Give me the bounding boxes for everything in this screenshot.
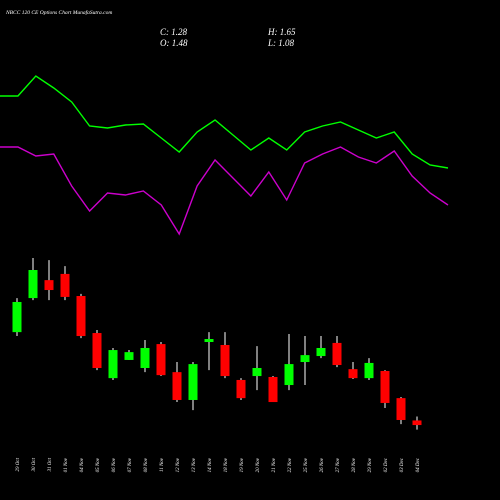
indicator-line — [0, 75, 449, 169]
candle-body — [380, 370, 390, 403]
x-tick-label: 30 Oct — [32, 457, 37, 471]
candle-body — [364, 362, 374, 379]
ohlc-close: C: 1.28 — [160, 27, 188, 37]
candle-body — [156, 344, 166, 376]
candle-body — [300, 355, 310, 363]
x-tick-label: 18 Nov — [224, 457, 229, 472]
x-tick-label: 07 Nov — [128, 457, 133, 472]
candle-body — [92, 333, 102, 369]
candle-body — [76, 296, 86, 337]
x-tick-label: 21 Nov — [272, 457, 277, 472]
candle-body — [268, 376, 278, 403]
x-tick-label: 04 Nov — [80, 457, 85, 472]
x-tick-label: 25 Nov — [304, 457, 309, 472]
x-tick-label: 11 Nov — [160, 457, 165, 472]
candle-body — [124, 352, 134, 360]
candle-body — [348, 369, 358, 379]
candle-body — [316, 347, 326, 357]
x-tick-label: 03 Dec — [400, 457, 405, 472]
candle-body — [236, 379, 246, 399]
candle-body — [60, 273, 70, 297]
x-tick-label: 29 Nov — [368, 457, 373, 472]
x-tick-label: 19 Nov — [240, 457, 245, 472]
candle-body — [284, 364, 294, 386]
candle-body — [108, 350, 118, 379]
x-tick-label: 27 Nov — [336, 457, 341, 472]
x-tick-label: 26 Nov — [320, 457, 325, 472]
candle-body — [396, 398, 406, 420]
ohlc-open: O: 1.48 — [160, 38, 188, 48]
candle-body — [188, 364, 198, 400]
candle-body — [28, 270, 38, 299]
x-tick-label: 31 Oct — [48, 457, 53, 471]
x-tick-label: 05 Nov — [96, 457, 101, 472]
x-tick-label: 13 Nov — [192, 457, 197, 472]
x-tick-label: 06 Nov — [112, 457, 117, 472]
candle-body — [252, 368, 262, 377]
ohlc-high: H: 1.65 — [267, 27, 296, 37]
ohlc-low: L: 1.08 — [267, 38, 295, 48]
indicator-line — [0, 146, 449, 236]
x-tick-label: 01 Nov — [64, 457, 69, 472]
x-tick-label: 29 Oct — [16, 457, 21, 471]
x-tick-label: 20 Nov — [256, 457, 261, 472]
candle-body — [332, 342, 342, 366]
x-tick-label: 04 Dec — [416, 457, 421, 472]
candle-body — [204, 339, 214, 343]
x-tick-label: 22 Nov — [288, 457, 293, 472]
candle-body — [140, 347, 150, 369]
chart-title: NBCC 120 CE Options Chart MunafaSutra.co… — [5, 9, 112, 16]
candle-body — [220, 345, 230, 377]
x-tick-label: 08 Nov — [144, 457, 149, 472]
x-tick-label: 02 Dec — [384, 457, 389, 472]
candle-body — [412, 420, 422, 426]
candle-body — [44, 280, 54, 291]
candle-body — [172, 372, 182, 400]
x-tick-label: 14 Nov — [208, 457, 213, 472]
candle-body — [12, 301, 22, 333]
x-tick-label: 28 Nov — [352, 457, 357, 472]
x-tick-label: 12 Nov — [176, 457, 181, 472]
